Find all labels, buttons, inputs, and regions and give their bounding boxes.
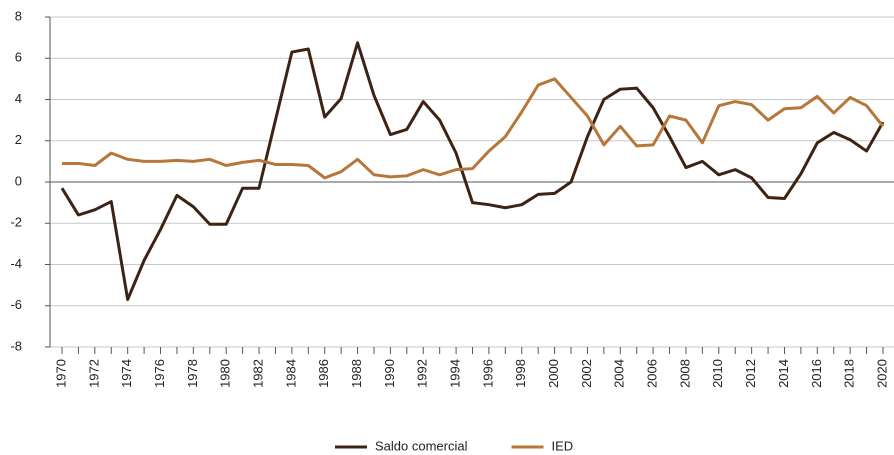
x-tick-label: 2000: [546, 359, 561, 388]
x-tick-label: 1978: [185, 359, 200, 388]
x-tick-label: 1986: [316, 359, 331, 388]
x-tick-label: 1972: [86, 359, 101, 388]
y-tick-label: -2: [10, 215, 22, 230]
y-tick-label: -6: [10, 297, 22, 312]
series-line: [62, 77, 885, 180]
y-tick-label: -4: [10, 256, 22, 271]
legend-label: IED: [552, 438, 574, 453]
x-tick-label: 1976: [152, 359, 167, 388]
x-tick-label: 1990: [382, 359, 397, 388]
y-tick-label: 4: [15, 91, 22, 106]
x-tick-label: 1970: [53, 359, 68, 388]
x-tick-label: 1988: [349, 359, 364, 388]
x-tick-label: 2016: [809, 359, 824, 388]
x-tick-label: 2002: [579, 359, 594, 388]
x-tick-label: 1974: [119, 359, 134, 388]
y-tick-label: 2: [15, 132, 22, 147]
x-tick-label: 2010: [710, 359, 725, 388]
legend-label: Saldo comercial: [375, 438, 468, 453]
y-tick-label: 0: [15, 173, 22, 188]
x-tick-label: 2018: [842, 359, 857, 388]
x-tick-label: 1994: [448, 359, 463, 388]
x-tick-label: 2006: [645, 359, 660, 388]
y-tick-label: 6: [15, 50, 22, 65]
x-tick-label: 1992: [415, 359, 430, 388]
series-line: [60, 41, 885, 302]
y-tick-label: 8: [15, 8, 22, 23]
x-tick-label: 2004: [612, 359, 627, 388]
x-tick-label: 1996: [480, 359, 495, 388]
x-tick-label: 2020: [874, 359, 889, 388]
x-tick-label: 1984: [283, 359, 298, 388]
x-tick-label: 1982: [250, 359, 265, 388]
x-tick-label: 1998: [513, 359, 528, 388]
x-tick-label: 2012: [743, 359, 758, 388]
x-tick-label: 2008: [677, 359, 692, 388]
x-tick-label: 2014: [776, 359, 791, 388]
y-tick-label: -8: [10, 338, 22, 353]
x-tick-label: 1980: [218, 359, 233, 388]
